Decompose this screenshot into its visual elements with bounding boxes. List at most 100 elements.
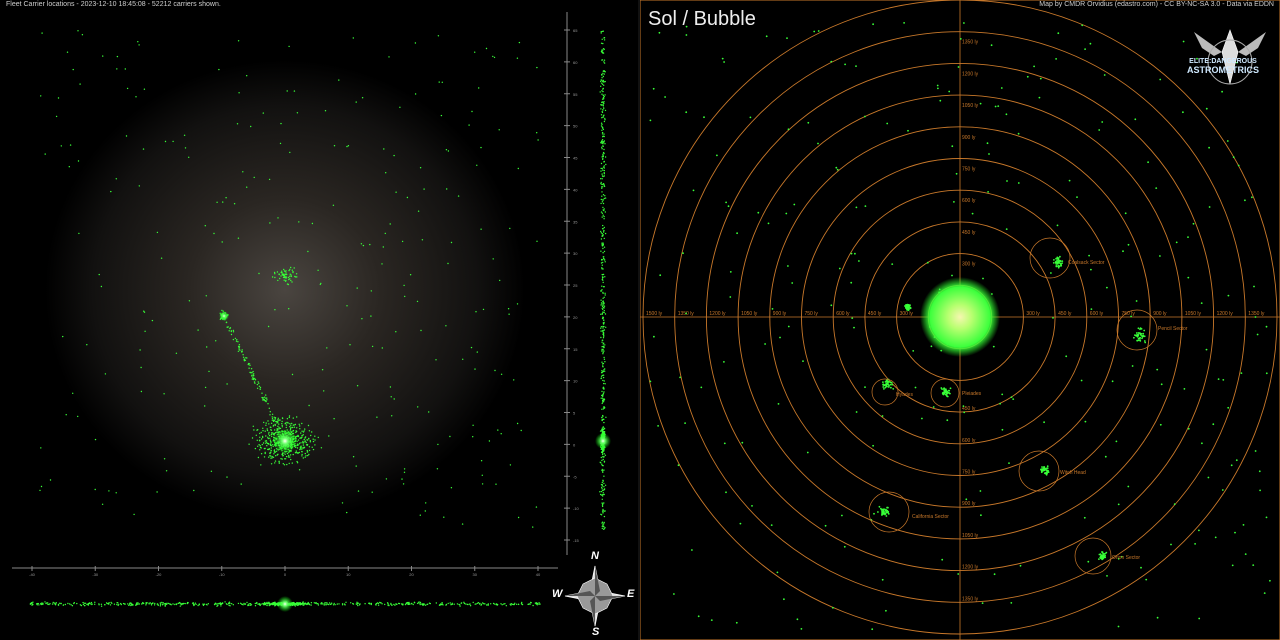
carrier-point <box>1087 560 1090 563</box>
carrier-point <box>1050 272 1052 274</box>
carrier-point <box>601 83 604 86</box>
carrier-point <box>321 603 324 605</box>
carrier-point <box>308 449 311 452</box>
carrier-point <box>86 344 88 346</box>
carrier-point <box>424 604 427 606</box>
carrier-point <box>843 545 846 548</box>
carrier-point <box>1101 558 1104 560</box>
carrier-point <box>601 307 603 309</box>
carrier-point <box>184 602 186 605</box>
region-circle <box>1116 309 1158 351</box>
carrier-point <box>279 277 281 280</box>
carrier-point <box>251 375 253 377</box>
carrier-point <box>164 140 167 143</box>
carrier-point <box>727 205 730 208</box>
carrier-point <box>603 173 605 175</box>
carrier-point <box>419 603 421 606</box>
carrier-point <box>302 434 304 436</box>
carrier-point <box>601 129 603 131</box>
carrier-point <box>1145 578 1148 581</box>
carrier-point <box>461 523 464 525</box>
carrier-point <box>204 386 207 389</box>
region-label: Pencil Sector <box>1158 326 1188 332</box>
carrier-point <box>344 604 346 606</box>
carrier-point <box>776 571 779 574</box>
carrier-point <box>1135 300 1138 302</box>
carrier-point <box>603 140 606 142</box>
carrier-point <box>604 117 606 120</box>
carrier-point <box>449 435 451 438</box>
carrier-point <box>259 604 261 606</box>
carrier-point <box>238 92 240 94</box>
carrier-point <box>602 528 605 530</box>
carrier-point <box>1142 335 1145 337</box>
carrier-point <box>256 439 258 441</box>
carrier-point <box>844 63 846 66</box>
carrier-point <box>1127 485 1130 488</box>
carrier-point <box>301 442 303 444</box>
carrier-point <box>604 361 606 363</box>
map-title: Sol / Bubble <box>648 8 756 30</box>
carrier-point <box>600 104 602 106</box>
carrier-point <box>277 429 279 431</box>
carrier-point <box>94 438 97 441</box>
carrier-point <box>885 382 888 385</box>
carrier-point <box>414 42 417 44</box>
carrier-point <box>361 318 363 320</box>
carrier-point <box>602 509 604 512</box>
carrier-point <box>338 79 340 81</box>
carrier-point <box>1046 467 1048 469</box>
carrier-point <box>604 527 606 529</box>
carrier-point <box>939 99 942 102</box>
carrier-point <box>237 350 240 352</box>
carrier-point <box>418 601 420 603</box>
carrier-point <box>177 602 179 605</box>
carrier-point <box>1140 335 1143 337</box>
carrier-point <box>274 418 276 420</box>
carrier-point <box>600 142 602 144</box>
carrier-point <box>271 413 274 415</box>
carrier-point <box>143 311 146 313</box>
carrier-point <box>390 603 392 605</box>
carrier-point <box>1221 489 1224 491</box>
carrier-point <box>601 201 604 203</box>
carrier-point <box>130 602 132 605</box>
carrier-point <box>345 601 347 603</box>
carrier-point <box>266 445 268 447</box>
carrier-point <box>273 432 275 435</box>
carrier-point <box>271 455 273 458</box>
carrier-point <box>308 453 310 456</box>
carrier-point <box>273 416 275 418</box>
carrier-point <box>306 451 309 453</box>
carrier-point <box>411 603 413 605</box>
carrier-point <box>49 479 52 481</box>
bottom-hotspot <box>277 596 293 612</box>
carrier-point <box>664 96 666 98</box>
carrier-point <box>409 603 411 605</box>
carrier-point <box>116 602 118 604</box>
carrier-point <box>298 469 301 471</box>
carrier-point <box>295 431 297 434</box>
carrier-point <box>369 243 371 246</box>
carrier-point <box>1124 212 1127 215</box>
carrier-point <box>1058 265 1061 268</box>
carrier-point <box>40 447 42 449</box>
carrier-point <box>517 167 519 170</box>
carrier-point <box>47 602 49 604</box>
carrier-point <box>118 603 120 605</box>
carrier-point <box>280 275 282 277</box>
carrier-point <box>261 435 264 438</box>
carrier-point <box>305 602 307 605</box>
carrier-point <box>1081 24 1084 27</box>
carrier-point <box>133 513 135 516</box>
carrier-point <box>513 379 515 381</box>
carrier-point <box>425 502 427 504</box>
carrier-point <box>887 383 889 385</box>
carrier-point <box>602 153 604 155</box>
carrier-point <box>536 132 538 134</box>
axis-label-right: 600 ly <box>1090 311 1104 317</box>
carrier-point <box>296 447 299 449</box>
carrier-point <box>604 344 606 346</box>
carrier-point <box>301 453 303 456</box>
